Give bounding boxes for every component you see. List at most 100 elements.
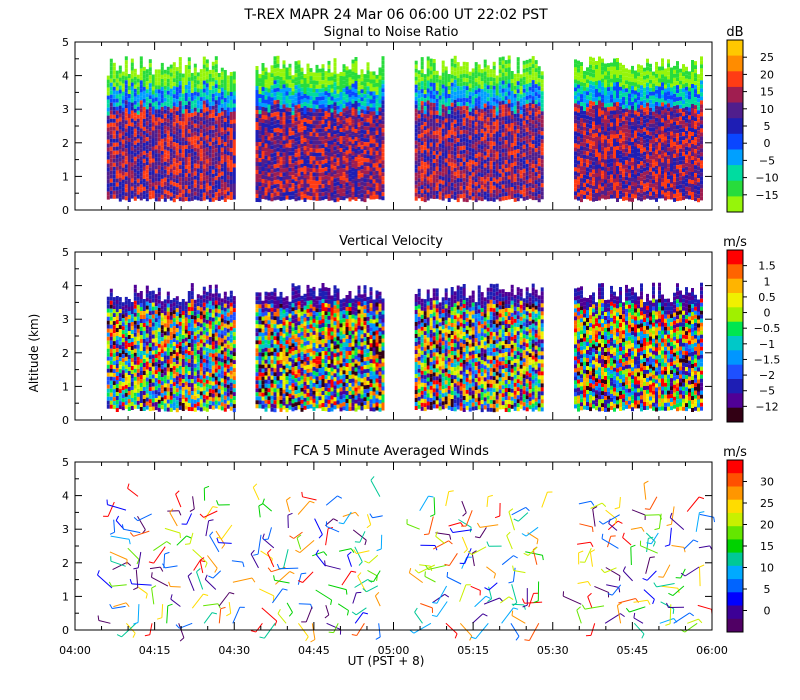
heat-cell xyxy=(417,106,421,111)
heat-cell xyxy=(273,72,277,77)
heat-cell xyxy=(297,140,301,145)
heat-cell xyxy=(432,71,436,75)
heat-cell xyxy=(166,186,170,191)
heat-cell xyxy=(211,81,215,86)
heat-cell xyxy=(592,125,595,130)
heat-cell xyxy=(193,195,197,200)
heat-cell xyxy=(462,121,466,126)
heat-cell xyxy=(580,198,583,203)
heat-cell xyxy=(625,92,628,97)
heat-cell xyxy=(118,133,122,138)
heat-cell xyxy=(178,125,182,130)
heat-cell xyxy=(513,89,517,94)
heat-cell xyxy=(622,172,625,177)
heat-cell xyxy=(318,144,322,149)
heat-cell xyxy=(592,109,595,114)
heat-cell xyxy=(273,60,277,65)
heat-cell xyxy=(456,134,460,139)
heat-cell xyxy=(607,195,610,200)
heat-cell xyxy=(157,113,161,118)
heat-cell xyxy=(288,71,292,76)
heat-cell xyxy=(483,195,487,200)
heat-cell xyxy=(483,179,487,184)
heat-cell xyxy=(318,100,322,105)
heat-cell xyxy=(540,167,544,172)
heat-cell xyxy=(112,174,116,179)
heat-cell xyxy=(109,126,113,131)
heat-cell xyxy=(537,170,541,175)
heat-cell xyxy=(154,197,158,202)
heat-cell xyxy=(592,121,595,126)
heat-cell xyxy=(486,173,490,178)
heat-cell xyxy=(628,73,631,78)
heat-cell xyxy=(220,79,224,84)
heat-cell xyxy=(208,97,212,102)
heat-cell xyxy=(139,104,143,109)
heat-cell xyxy=(282,132,286,137)
heat-cell xyxy=(172,190,176,195)
heat-cell xyxy=(306,159,310,164)
heat-cell xyxy=(619,186,622,191)
heat-cell xyxy=(465,166,469,171)
heat-cell xyxy=(619,162,622,167)
heat-cell xyxy=(148,103,152,108)
heat-cell xyxy=(492,157,496,162)
heat-cell xyxy=(604,171,607,176)
heat-cell xyxy=(127,134,131,138)
heat-cell xyxy=(184,113,188,117)
heat-cell xyxy=(444,182,448,187)
heat-cell xyxy=(519,186,523,191)
heat-cell xyxy=(366,94,370,99)
heat-cell xyxy=(336,145,340,150)
heat-cell xyxy=(190,144,194,149)
heat-cell xyxy=(438,107,442,112)
heat-cell xyxy=(226,83,230,88)
heat-cell xyxy=(363,174,367,179)
heat-cell xyxy=(148,131,152,136)
heat-cell xyxy=(127,114,131,118)
heat-cell xyxy=(480,161,484,166)
heat-cell xyxy=(118,85,122,90)
heat-cell xyxy=(604,179,607,184)
heat-cell xyxy=(276,115,280,120)
heat-cell xyxy=(429,182,433,187)
heat-cell xyxy=(309,192,313,197)
heat-cell xyxy=(172,194,176,199)
heat-cell xyxy=(375,110,379,115)
heat-cell xyxy=(303,162,307,166)
heat-cell xyxy=(369,171,373,176)
heat-cell xyxy=(429,154,433,159)
heat-cell xyxy=(223,74,227,78)
heat-cell xyxy=(528,58,532,63)
heat-cell xyxy=(321,160,325,165)
heat-cell xyxy=(426,128,430,133)
heat-cell xyxy=(282,160,286,165)
heat-cell xyxy=(360,137,364,142)
heat-cell xyxy=(154,133,158,138)
heat-cell xyxy=(106,75,110,80)
heat-cell xyxy=(291,87,295,92)
heat-cell xyxy=(531,68,535,73)
heat-cell xyxy=(267,88,271,93)
heat-cell xyxy=(163,105,167,110)
heat-cell xyxy=(223,86,227,90)
heat-cell xyxy=(130,102,134,107)
heat-cell xyxy=(270,89,274,94)
heat-cell xyxy=(574,183,577,188)
heat-cell xyxy=(378,87,382,92)
heat-cell xyxy=(577,64,580,69)
heat-cell xyxy=(537,142,541,147)
heat-cell xyxy=(426,72,430,77)
heat-cell xyxy=(205,75,209,80)
heat-cell xyxy=(480,137,484,142)
heat-cell xyxy=(474,154,478,159)
heat-cell xyxy=(537,110,541,115)
heat-cell xyxy=(489,81,493,86)
heat-cell xyxy=(169,176,173,181)
heat-cell xyxy=(435,170,439,175)
heat-cell xyxy=(447,182,451,186)
heat-cell xyxy=(486,181,490,186)
heat-cell xyxy=(492,125,496,130)
heat-cell xyxy=(318,196,322,201)
heat-cell xyxy=(351,91,355,96)
